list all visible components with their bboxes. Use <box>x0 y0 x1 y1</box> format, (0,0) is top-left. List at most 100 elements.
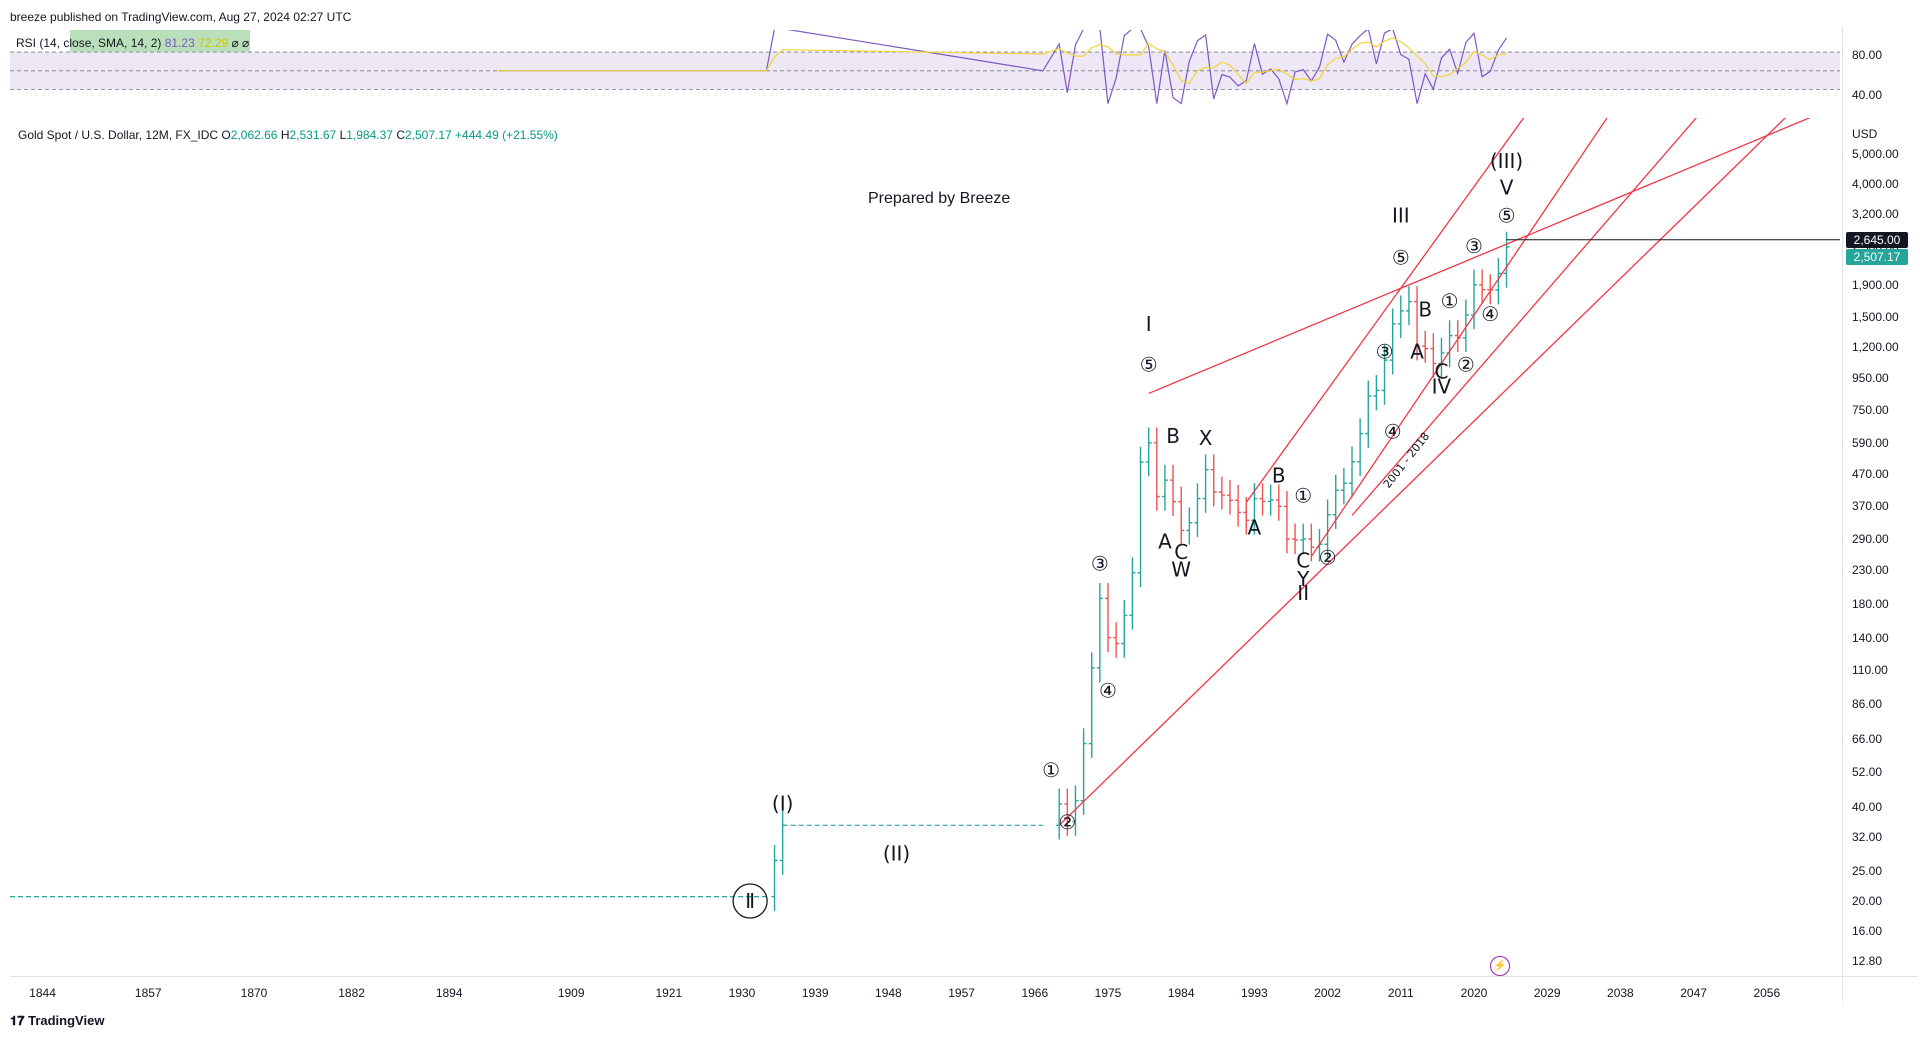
wave-label: Y <box>1296 567 1310 591</box>
time-axis-tick: 1948 <box>875 986 902 1000</box>
wave-label: B <box>1272 464 1286 488</box>
time-axis-tick: 1930 <box>728 986 756 1000</box>
high-label: H <box>280 128 290 142</box>
channel-line <box>1351 118 1697 516</box>
open-value: 2,062.66 <box>230 128 278 142</box>
price-axis-tick: 3,200.00 <box>1852 206 1899 221</box>
rsi-overbought-fill <box>70 30 250 53</box>
wave-label: B <box>1166 424 1180 448</box>
time-axis-tick: 1966 <box>1021 986 1049 1000</box>
channel-line <box>1148 118 1811 395</box>
wave-label: (III) <box>1490 149 1523 173</box>
price-axis-tick: 590.00 <box>1852 435 1889 450</box>
price-axis-tick: 12.80 <box>1852 954 1883 969</box>
wave-label-circle <box>732 883 768 919</box>
lightning-icon[interactable]: ⚡ <box>1490 956 1510 976</box>
channel-line <box>1310 118 1608 557</box>
price-axis-tick: 290.00 <box>1852 532 1889 547</box>
time-axis-tick: 2038 <box>1607 986 1634 1000</box>
price-axis-tick: 16.00 <box>1852 924 1883 939</box>
price-axis-tick: 86.00 <box>1852 696 1883 711</box>
time-axis-tick: 2056 <box>1753 986 1781 1000</box>
wave-label: ① <box>1441 289 1459 313</box>
wave-label: ② <box>1457 352 1475 376</box>
wave-label: C <box>1296 548 1310 572</box>
wave-label: A <box>1410 340 1424 364</box>
wave-label: V <box>1500 175 1514 199</box>
time-axis-tick: 2029 <box>1533 986 1561 1000</box>
time-axis-tick: 1882 <box>338 986 365 1000</box>
time-axis-tick: 1894 <box>435 986 463 1000</box>
wave-label: ① <box>1042 758 1060 782</box>
wave-label: Ⅱ <box>745 889 755 913</box>
time-axis-tick: 2011 <box>1387 986 1414 1000</box>
wave-label: ⑤ <box>1498 204 1516 228</box>
price-axis-tick: 370.00 <box>1852 499 1889 514</box>
last-price-tag: 2,507.17 <box>1846 248 1908 265</box>
high-value: 2,531.67 <box>289 128 337 142</box>
low-value: 1,984.37 <box>346 128 393 142</box>
time-axis-border <box>10 976 1918 977</box>
time-axis-tick: 2020 <box>1460 986 1488 1000</box>
time-axis-tick: 1857 <box>134 986 162 1000</box>
wave-label: C <box>1174 540 1188 564</box>
price-axis-tick: 180.00 <box>1852 596 1889 611</box>
price-axis-tick: 52.00 <box>1852 764 1883 779</box>
prepared-by-note: Prepared by Breeze <box>868 190 1011 207</box>
price-axis-tick: 40.00 <box>1852 800 1883 815</box>
wave-label: A <box>1248 515 1262 539</box>
price-axis-tick: 25.00 <box>1852 863 1883 878</box>
wave-label: II <box>1297 581 1309 605</box>
rsi-axis-tick-40: 40.00 <box>1852 88 1883 102</box>
price-axis-tick: 66.00 <box>1852 732 1883 747</box>
rsi-sma-line <box>498 37 1507 85</box>
price-bars <box>10 231 1510 911</box>
published-line: breeze published on TradingView.com, Aug… <box>10 10 352 24</box>
wave-label: B <box>1418 298 1432 322</box>
wave-label: X <box>1199 426 1213 450</box>
time-axis-tick: 1975 <box>1094 986 1122 1000</box>
brand-name: TradingView <box>28 1013 105 1028</box>
wave-label: ④ <box>1384 419 1402 443</box>
rsi-extra: ⌀ ⌀ <box>231 36 250 50</box>
price-axis-tick: 32.00 <box>1852 830 1883 845</box>
rsi-line <box>498 30 1507 106</box>
time-axis-tick: 1921 <box>655 986 683 1000</box>
time-axis-tick: 1957 <box>948 986 975 1000</box>
wave-label: ③ <box>1091 551 1109 575</box>
currency-label[interactable]: USD <box>1852 127 1878 141</box>
price-axis-tick: 1,900.00 <box>1852 277 1899 292</box>
tradingview-logo-icon: 𝟏𝟕 <box>10 1013 25 1028</box>
wave-label: ② <box>1319 546 1337 570</box>
price-axis-tick: 5,000.00 <box>1852 146 1899 161</box>
time-axis-tick: 1844 <box>29 986 56 1000</box>
wave-label: ② <box>1058 810 1076 834</box>
footer-brand[interactable]: 𝟏𝟕 TradingView <box>10 1013 104 1029</box>
wave-label: ③ <box>1465 234 1483 258</box>
wave-label: A <box>1158 530 1172 554</box>
price-axis-tick: 950.00 <box>1852 371 1889 386</box>
time-axis-tick: 1939 <box>801 986 829 1000</box>
close-value: 2,507.17 <box>404 128 452 142</box>
price-axis-tick: 230.00 <box>1852 563 1889 578</box>
price-axis-tick: 140.00 <box>1852 630 1889 645</box>
symbol-name: Gold Spot / U.S. Dollar, 12M, FX_IDC <box>18 128 219 142</box>
wave-label: W <box>1171 557 1191 581</box>
price-axis-tick: 4,000.00 <box>1852 176 1899 191</box>
wave-label: ③ <box>1376 340 1394 364</box>
price-axis-tick: 20.00 <box>1852 894 1883 909</box>
time-axis-tick: 2002 <box>1314 986 1341 1000</box>
price-chart[interactable]: 2001 - 2018Ⅱ(I)(II)②①③④I⑤ABCWXAB①CYII②③④… <box>10 118 1840 990</box>
rsi-sma-value: 72.29 <box>198 36 229 50</box>
time-axis-tick: 1870 <box>240 986 268 1000</box>
wave-label: I <box>1146 312 1152 336</box>
rsi-panel[interactable] <box>10 30 1840 110</box>
open-label: O <box>221 128 231 142</box>
low-label: L <box>339 128 347 142</box>
wave-label: (I) <box>772 792 794 816</box>
price-axis-tick: 750.00 <box>1852 403 1889 418</box>
rsi-value: 81.23 <box>164 36 195 50</box>
price-axis-tick: 110.00 <box>1852 663 1888 678</box>
rsi-axis-tick-80: 80.00 <box>1852 48 1883 62</box>
symbol-legend: Gold Spot / U.S. Dollar, 12M, FX_IDC O2,… <box>18 128 558 142</box>
